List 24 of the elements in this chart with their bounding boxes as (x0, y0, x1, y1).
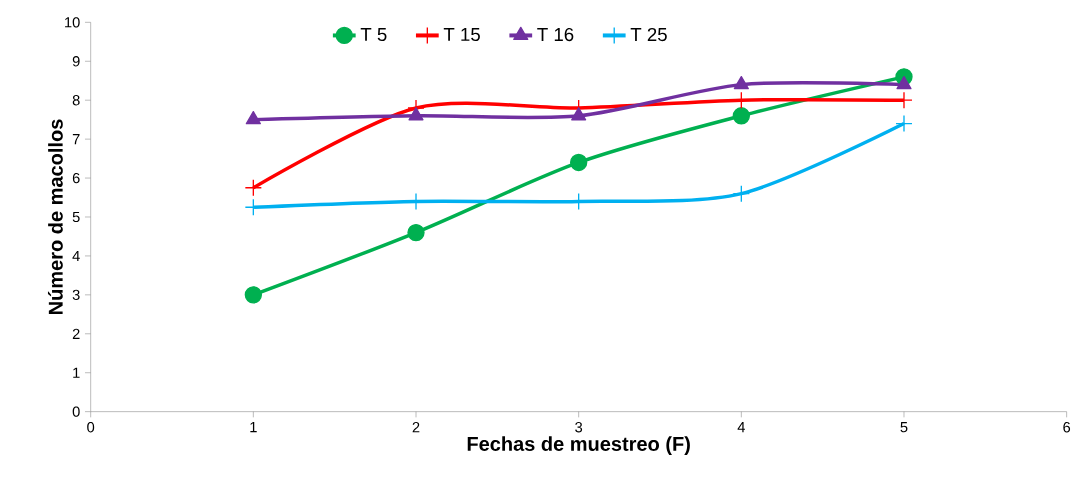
y-tick-label: 4 (72, 250, 80, 261)
y-tick-label: 9 (72, 56, 80, 67)
x-tick-label: 1 (250, 422, 257, 433)
legend-label: T 16 (537, 27, 574, 42)
x-tick-label: 5 (900, 422, 908, 433)
legend-label: T 15 (443, 28, 480, 42)
y-tick-label: 1 (73, 367, 80, 378)
y-tick-label: 7 (72, 134, 80, 145)
y-tick-label: 3 (72, 289, 80, 301)
legend-label: T 5 (360, 28, 387, 42)
y-tick-label: 5 (72, 211, 80, 223)
y-tick-label: 10 (65, 17, 80, 28)
x-tick-label: 3 (575, 422, 583, 433)
x-tick-label: 0 (87, 422, 95, 433)
y-tick-label: 8 (72, 95, 80, 106)
legend-label: T 25 (630, 27, 667, 42)
y-tick-label: 6 (72, 172, 80, 184)
x-tick-label: 2 (412, 422, 420, 433)
y-tick-label: 2 (72, 328, 80, 339)
y-tick-label: 0 (72, 406, 80, 417)
x-tick-label: 6 (1063, 422, 1071, 433)
x-tick-label: 4 (737, 422, 745, 433)
x-axis-title: Fechas de muestreo (F) (467, 436, 690, 455)
y-axis-title: Número de macollos (47, 119, 63, 315)
